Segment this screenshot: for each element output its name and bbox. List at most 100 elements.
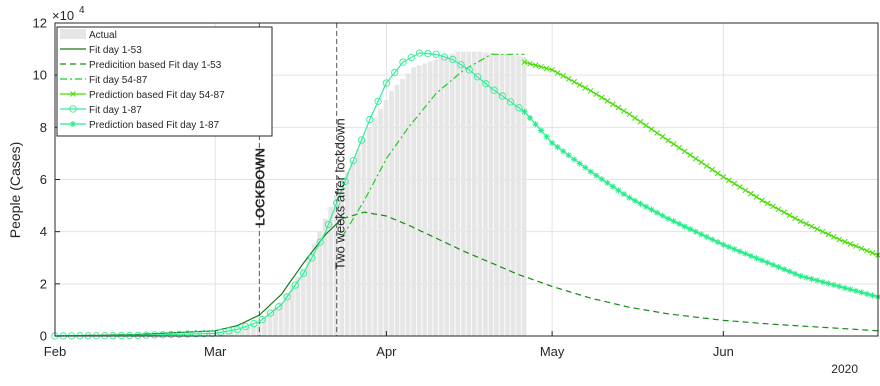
circle-marker bbox=[391, 68, 399, 77]
legend-item: Fit day 54-87 bbox=[60, 75, 148, 86]
y-tick-label: 2 bbox=[40, 276, 47, 291]
star-marker bbox=[704, 234, 710, 240]
legend-label: Fit day 1-53 bbox=[89, 45, 142, 56]
star-marker bbox=[858, 289, 864, 295]
series-predicition-based-fit-day-1-53 bbox=[342, 211, 879, 332]
circle-marker bbox=[407, 53, 415, 62]
star-marker bbox=[831, 282, 837, 288]
actual-bar bbox=[267, 312, 273, 336]
circle-marker bbox=[233, 325, 241, 334]
x-marker bbox=[842, 238, 848, 245]
actual-bar bbox=[378, 109, 383, 336]
actual-bar bbox=[427, 61, 433, 337]
x-marker bbox=[554, 70, 561, 76]
star-marker bbox=[787, 268, 793, 275]
x-marker bbox=[582, 84, 589, 91]
circle-marker bbox=[498, 92, 507, 100]
x-marker bbox=[864, 247, 870, 254]
circle-marker bbox=[399, 58, 407, 66]
legend-item: Actual bbox=[60, 29, 117, 41]
legend-label: Prediction based Fit day 54-87 bbox=[89, 90, 225, 101]
circle-marker bbox=[457, 61, 465, 69]
actual-bar bbox=[400, 79, 405, 337]
actual-bar bbox=[317, 231, 323, 336]
star-marker bbox=[532, 121, 539, 127]
circle-marker bbox=[490, 86, 498, 94]
star-marker bbox=[577, 160, 583, 167]
circle-marker bbox=[316, 238, 324, 246]
star-marker bbox=[698, 231, 704, 237]
circle-marker bbox=[308, 254, 316, 262]
star-marker bbox=[869, 292, 876, 298]
circle-marker bbox=[473, 73, 482, 81]
circle-marker bbox=[374, 97, 382, 105]
actual-bar bbox=[460, 51, 466, 337]
x-marker bbox=[720, 174, 727, 180]
circle-marker bbox=[349, 156, 357, 165]
x-marker bbox=[853, 243, 859, 250]
legend-item: Fit day 1-53 bbox=[60, 45, 142, 56]
legend-item: Prediction based Fit day 54-87 bbox=[60, 90, 225, 101]
star-marker bbox=[671, 218, 677, 224]
star-marker bbox=[731, 246, 737, 252]
actual-bar bbox=[356, 149, 361, 336]
actual-bar bbox=[405, 73, 411, 336]
x-marker bbox=[681, 148, 688, 155]
actual-bar bbox=[505, 54, 510, 336]
star-marker bbox=[715, 239, 721, 245]
actual-bar bbox=[521, 56, 527, 337]
annotation-label: LOCKDOWN bbox=[252, 148, 267, 226]
circle-marker bbox=[432, 50, 440, 58]
series-prediction-based-fit-day-1-87 bbox=[521, 108, 880, 300]
actual-bar bbox=[228, 331, 234, 336]
x-marker bbox=[587, 87, 594, 94]
series-fit-day-54-87 bbox=[341, 53, 525, 238]
star-marker bbox=[853, 288, 859, 294]
actual-bar bbox=[306, 255, 312, 336]
legend-item: Fit day 1-87 bbox=[60, 105, 142, 116]
actual-bar bbox=[284, 293, 289, 336]
x-marker bbox=[604, 98, 611, 104]
actual-bar bbox=[245, 326, 251, 336]
x-marker bbox=[714, 170, 721, 177]
actual-bar bbox=[499, 54, 505, 337]
star-marker bbox=[621, 191, 627, 197]
star-marker bbox=[632, 198, 638, 204]
star-marker bbox=[847, 286, 853, 292]
star-marker bbox=[615, 187, 621, 193]
x-marker bbox=[538, 63, 544, 70]
actual-bar bbox=[383, 99, 389, 336]
x-marker bbox=[781, 209, 787, 216]
circle-marker bbox=[333, 199, 341, 207]
actual-bar bbox=[344, 171, 350, 336]
tick-labels: 0 2 4 6 8 10 12 Feb Mar Apr May Jun bbox=[33, 16, 734, 360]
x-marker bbox=[571, 79, 578, 85]
legend-label: Prediction based Fit day 1-87 bbox=[89, 120, 220, 131]
circle-marker bbox=[275, 303, 283, 311]
x-marker bbox=[731, 180, 738, 187]
actual-bar bbox=[217, 333, 223, 336]
star-marker bbox=[836, 283, 842, 289]
star-marker bbox=[726, 244, 732, 250]
actual-bar bbox=[223, 332, 229, 336]
x-marker bbox=[670, 141, 677, 147]
series-line bbox=[342, 211, 879, 332]
actual-bar bbox=[195, 334, 201, 336]
legend: Actual Fit day 1-53 Predicition based Fit … bbox=[56, 26, 273, 137]
y-tick-label: 12 bbox=[33, 16, 47, 31]
actual-bar bbox=[361, 138, 367, 336]
x-marker bbox=[576, 82, 583, 88]
actual-bar bbox=[278, 302, 284, 336]
legend-label: Predicition based Fit day 1-53 bbox=[89, 60, 222, 71]
x-marker bbox=[687, 152, 694, 158]
star-marker bbox=[776, 264, 782, 270]
axes bbox=[54, 22, 879, 337]
actual-bar bbox=[295, 276, 300, 336]
circle-marker bbox=[415, 49, 424, 57]
circle-marker bbox=[357, 136, 366, 144]
circle-marker bbox=[283, 293, 291, 301]
x-marker bbox=[698, 159, 705, 166]
x-marker bbox=[610, 101, 616, 108]
star-marker bbox=[809, 276, 815, 282]
circle-marker bbox=[341, 177, 349, 186]
